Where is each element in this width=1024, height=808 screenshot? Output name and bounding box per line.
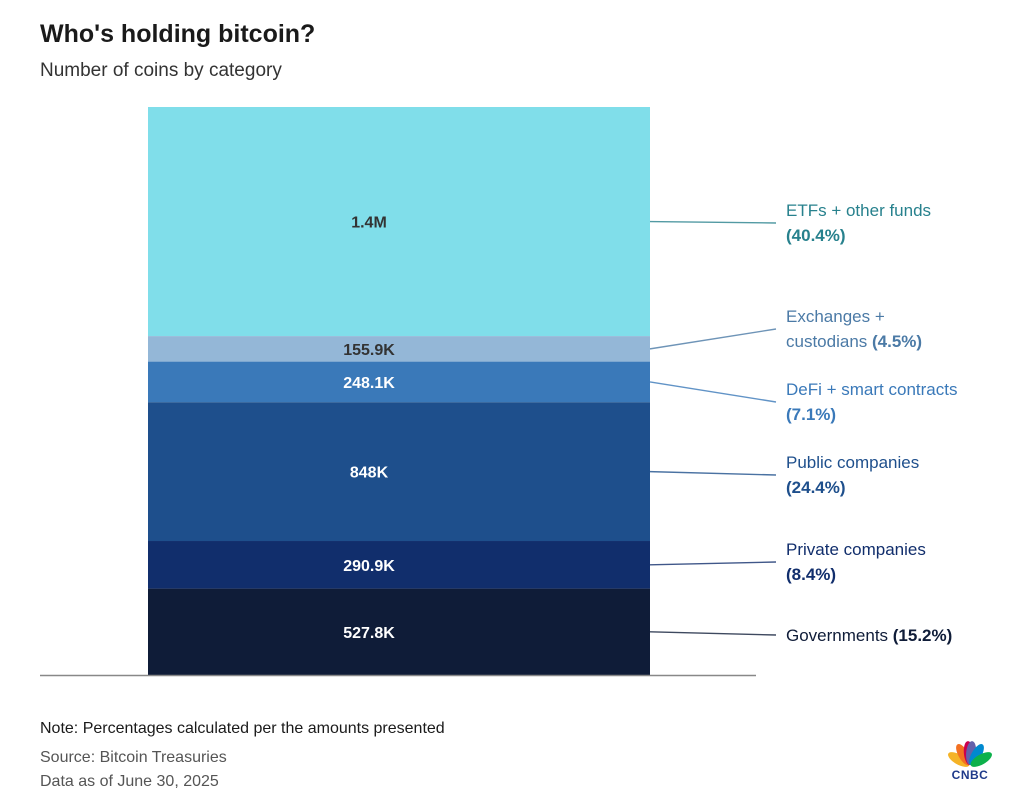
stacked-bar-chart: 1.4M 155.9K 248.1K 848K 290.9K 527.8K ETFs + o… <box>40 107 957 677</box>
chart-title: Who's holding bitcoin? <box>40 20 316 48</box>
data-label: 1.4M <box>351 215 387 232</box>
legend-label: Public companies <box>786 453 919 472</box>
leader-line <box>649 561 777 566</box>
bar-segment <box>148 107 650 337</box>
leader-line <box>649 381 777 403</box>
data-label: 527.8K <box>343 625 395 642</box>
cnbc-logo-text: CNBC <box>951 768 989 782</box>
leader-line <box>649 328 777 350</box>
leader-line <box>649 470 777 476</box>
leader-line <box>649 631 777 636</box>
peacock-icon <box>948 741 992 767</box>
leader-line <box>649 220 777 224</box>
legend-percent: (7.1%) <box>786 405 836 424</box>
bar-segment <box>148 588 650 675</box>
bar-segment <box>148 361 650 403</box>
data-label: 290.9K <box>343 558 395 575</box>
footnote: Note: Percentages calculated per the amo… <box>40 720 445 737</box>
bar-segment <box>148 541 650 589</box>
bar-segment <box>148 402 650 542</box>
data-label: 248.1K <box>343 375 395 392</box>
peacock-feather <box>970 752 992 767</box>
chart-subtitle: Number of coins by category <box>40 60 282 81</box>
data-label: 155.9K <box>343 342 395 359</box>
legend-label: ETFs + other funds <box>786 201 931 220</box>
source-note: Source: Bitcoin Treasuries <box>40 749 227 766</box>
legend-label: Governments (15.2%) <box>786 626 952 645</box>
date-note: Data as of June 30, 2025 <box>40 773 219 790</box>
bar-segment <box>148 336 650 362</box>
legend-label: Private companies <box>786 540 926 559</box>
legend-label: custodians (4.5%) <box>786 332 922 351</box>
legend-percent: (8.4%) <box>786 565 836 584</box>
legend-percent: (24.4%) <box>786 478 846 497</box>
legend-label: DeFi + smart contracts <box>786 380 957 399</box>
cnbc-logo: CNBC <box>938 736 1002 786</box>
legend-percent: (40.4%) <box>786 226 846 245</box>
legend-label: Exchanges + <box>786 307 885 326</box>
data-label: 848K <box>350 465 389 482</box>
